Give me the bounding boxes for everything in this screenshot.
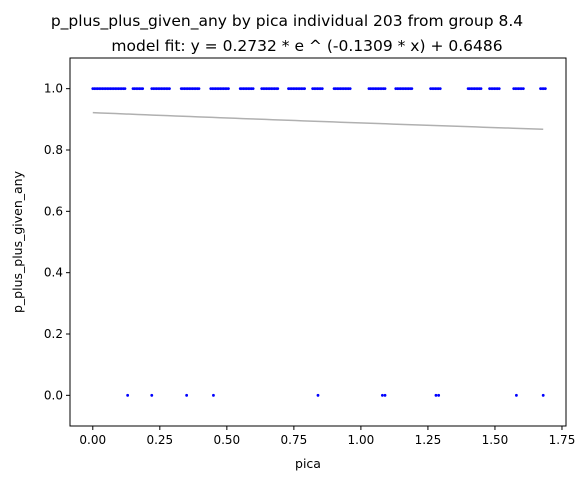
y-axis-label: p_plus_plus_given_any bbox=[10, 170, 25, 313]
x-tick-label: 0.25 bbox=[146, 433, 173, 447]
x-tick-label: 1.00 bbox=[348, 433, 375, 447]
data-point bbox=[126, 393, 130, 397]
x-axis: 0.00 0.25 0.50 0.75 1.00 1.25 1.50 1.75 bbox=[79, 426, 575, 447]
y-tick-label: 0.4 bbox=[44, 266, 63, 280]
y-axis: 0.0 0.2 0.4 0.6 0.8 1.0 bbox=[44, 82, 70, 402]
data-point bbox=[276, 87, 280, 91]
y-tick-label: 0.2 bbox=[44, 327, 63, 341]
y-tick-label: 0.0 bbox=[44, 388, 63, 402]
data-point bbox=[123, 87, 127, 91]
data-point bbox=[479, 87, 483, 91]
y-tick-label: 0.8 bbox=[44, 143, 63, 157]
fit-layer bbox=[92, 111, 544, 130]
chart-subtitle: model fit: y = 0.2732 * e ^ (-0.1309 * x… bbox=[111, 37, 502, 55]
data-point bbox=[383, 87, 387, 91]
x-tick-label: 1.25 bbox=[415, 433, 442, 447]
data-point bbox=[197, 87, 201, 91]
x-tick-label: 0.00 bbox=[79, 433, 106, 447]
data-point bbox=[251, 87, 255, 91]
x-tick-label: 1.75 bbox=[549, 433, 576, 447]
data-point bbox=[141, 87, 145, 91]
data-point bbox=[348, 87, 352, 91]
data-point bbox=[320, 87, 324, 91]
data-point bbox=[521, 87, 525, 91]
data-point bbox=[497, 87, 501, 91]
x-tick-label: 0.75 bbox=[281, 433, 308, 447]
data-point bbox=[380, 393, 384, 397]
data-point bbox=[316, 393, 320, 397]
data-point bbox=[185, 393, 189, 397]
x-tick-label: 0.50 bbox=[213, 433, 240, 447]
data-point bbox=[410, 87, 414, 91]
y-tick-label: 1.0 bbox=[44, 82, 63, 96]
data-point bbox=[227, 87, 230, 91]
data-point bbox=[168, 87, 171, 91]
data-point bbox=[303, 87, 306, 91]
x-axis-label: pica bbox=[295, 456, 321, 471]
x-tick-label: 1.50 bbox=[482, 433, 509, 447]
data-point bbox=[541, 393, 545, 397]
y-tick-label: 0.6 bbox=[44, 204, 63, 218]
fit-line bbox=[92, 111, 544, 130]
data-point bbox=[437, 393, 441, 397]
data-point bbox=[515, 393, 518, 397]
data-point bbox=[212, 393, 215, 397]
data-point bbox=[150, 393, 154, 397]
plot-frame bbox=[69, 57, 567, 427]
data-point bbox=[543, 87, 547, 91]
points-layer bbox=[91, 87, 547, 397]
chart-title: p_plus_plus_given_any by pica individual… bbox=[51, 12, 523, 31]
data-point bbox=[383, 393, 387, 397]
data-point bbox=[434, 393, 438, 397]
data-point bbox=[438, 87, 442, 91]
